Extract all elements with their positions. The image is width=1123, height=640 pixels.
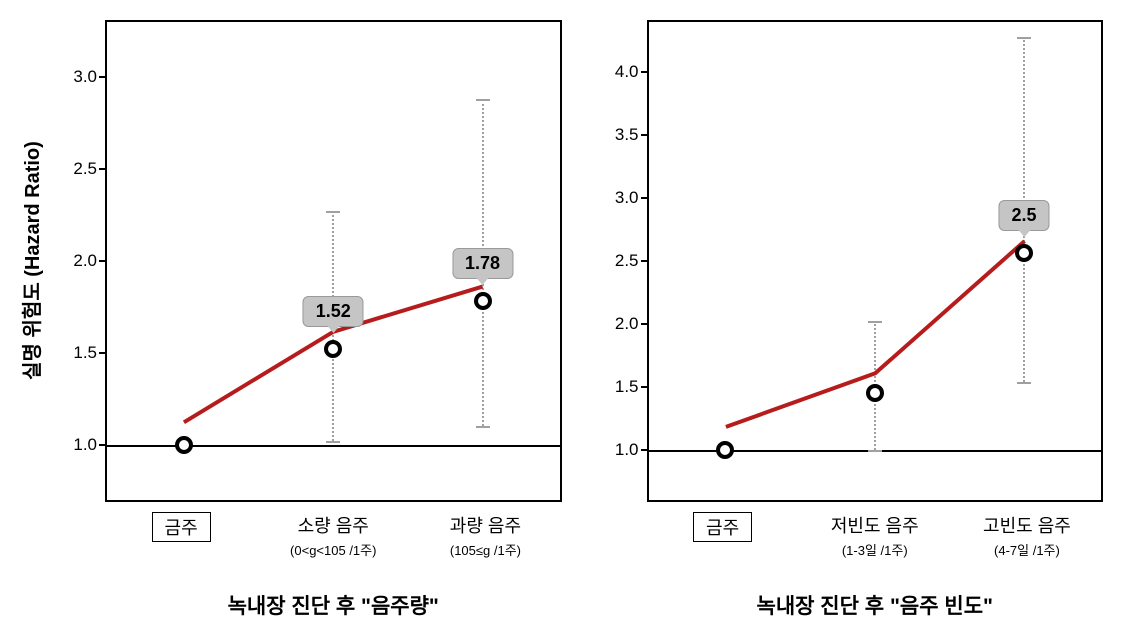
x-category-sublabel: (0<g<105 /1주) bbox=[290, 540, 376, 559]
x-category-sublabel: (4-7일 /1주) bbox=[994, 540, 1060, 559]
x-category: 금주 bbox=[105, 512, 257, 542]
x-category-label: 소량 음주 bbox=[298, 512, 369, 538]
y-tick-label: 1.5 bbox=[599, 377, 639, 397]
x-category-label: 저빈도 음주 bbox=[831, 512, 919, 538]
panel-title: 녹내장 진단 후 "음주 빈도" bbox=[647, 590, 1104, 620]
plot-area: 1.521.781.01.52.02.53.0 bbox=[105, 20, 562, 502]
data-marker bbox=[324, 340, 342, 358]
x-category: 과량 음주 (105≤g /1주) bbox=[409, 512, 561, 559]
x-category: 소량 음주 (0<g<105 /1주) bbox=[257, 512, 409, 559]
series-line bbox=[649, 22, 1102, 475]
x-category-label: 금주 bbox=[152, 512, 211, 542]
chart-panel: 2.51.01.52.02.53.03.54.0금주저빈도 음주(1-3일 /1… bbox=[592, 20, 1104, 620]
y-tick-label: 3.0 bbox=[57, 67, 97, 87]
x-category: 고빈도 음주 (4-7일 /1주) bbox=[951, 512, 1103, 559]
y-axis-label-wrap: 실명 위험도 (Hazard Ratio) bbox=[10, 20, 50, 620]
y-tick-label: 2.5 bbox=[599, 251, 639, 271]
x-axis-categories: 금주 저빈도 음주 (1-3일 /1주) 고빈도 음주 (4-7일 /1주) bbox=[647, 512, 1104, 570]
chart-container: 실명 위험도 (Hazard Ratio) 1.52 1.78 1.0 1.5 2.0 2… bbox=[0, 0, 1123, 640]
panels: 1.52 1.78 1.0 1.5 2.0 2.5 3.0 금주 소량 음주 (0<g<105 /… bbox=[50, 20, 1103, 620]
x-category-sublabel: (105≤g /1주) bbox=[450, 540, 521, 559]
y-tick-label: 4.0 bbox=[599, 62, 639, 82]
plot-area: 2.51.01.52.02.53.03.54.0 bbox=[647, 20, 1104, 502]
x-category-label: 고빈도 음주 bbox=[983, 512, 1071, 538]
value-callout: 1.78 bbox=[452, 248, 513, 279]
data-marker bbox=[474, 292, 492, 310]
panel-title: 녹내장 진단 후 "음주량" bbox=[105, 590, 562, 620]
y-tick-label: 2.0 bbox=[599, 314, 639, 334]
data-marker bbox=[866, 384, 884, 402]
x-category-label: 금주 bbox=[693, 512, 752, 542]
value-callout: 2.5 bbox=[999, 200, 1050, 231]
chart-panel: 1.52 1.78 1.0 1.5 2.0 2.5 3.0 금주 소량 음주 (0<g<105 /… bbox=[50, 20, 562, 620]
data-marker bbox=[716, 441, 734, 459]
y-tick-label: 3.0 bbox=[599, 188, 639, 208]
x-axis-categories: 금주 소량 음주 (0<g<105 /1주) 과량 음주 (105≤g /1주) bbox=[105, 512, 562, 570]
y-tick-label: 1.0 bbox=[57, 435, 97, 455]
y-tick-label: 2.5 bbox=[57, 159, 97, 179]
y-tick-label: 1.5 bbox=[57, 343, 97, 363]
x-category: 저빈도 음주 (1-3일 /1주) bbox=[799, 512, 951, 559]
x-category-label: 과량 음주 bbox=[450, 512, 521, 538]
x-category-sublabel: (1-3일 /1주) bbox=[842, 540, 908, 559]
y-axis-label: 실명 위험도 (Hazard Ratio) bbox=[16, 141, 45, 380]
y-tick-label: 3.5 bbox=[599, 125, 639, 145]
y-tick-label: 2.0 bbox=[57, 251, 97, 271]
data-marker bbox=[175, 436, 193, 454]
x-category: 금주 bbox=[647, 512, 799, 542]
value-callout: 1.52 bbox=[303, 296, 364, 327]
y-tick-label: 1.0 bbox=[599, 440, 639, 460]
data-marker bbox=[1015, 244, 1033, 262]
